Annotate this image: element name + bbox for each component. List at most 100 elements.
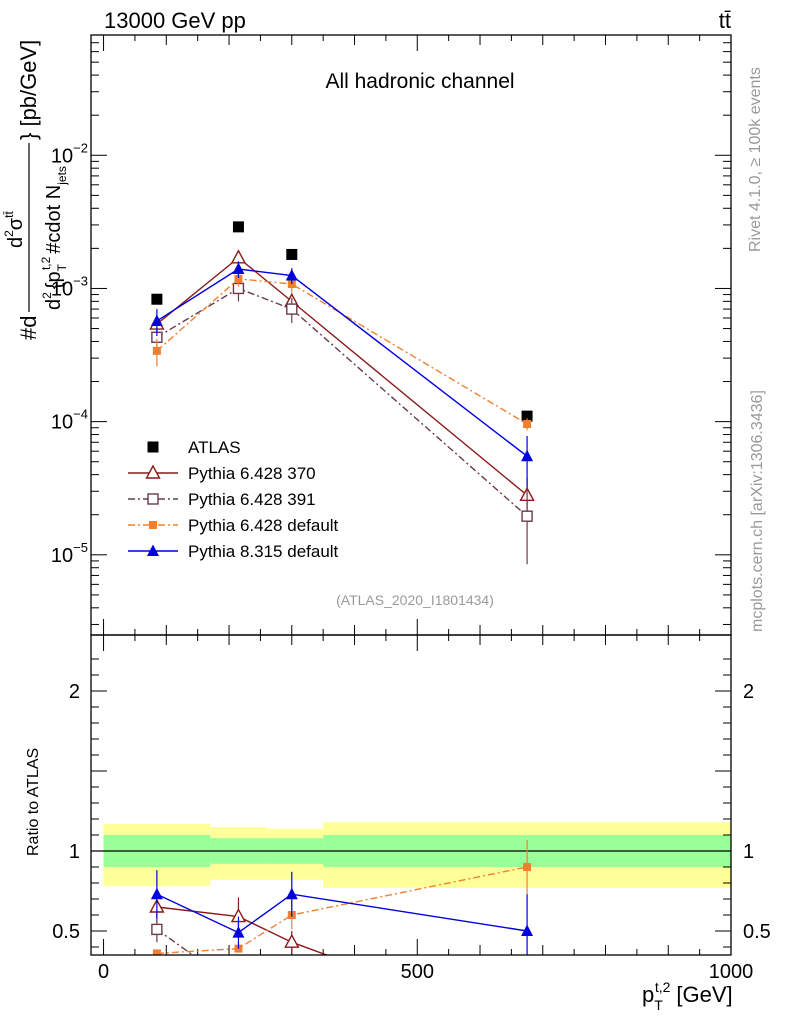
ratio-point-3-1 xyxy=(232,926,245,938)
legend-marker-3 xyxy=(149,521,157,529)
main-line-3 xyxy=(156,278,528,425)
legend: ATLAS Pythia 6.428 370 Pythia 6.428 391 Pyt… xyxy=(128,438,339,561)
process-label: tt̄ xyxy=(719,8,731,33)
legend-label-0: ATLAS xyxy=(188,438,241,457)
ratio-frame xyxy=(90,634,732,956)
main-line-2 xyxy=(156,287,528,517)
ratio-point-3-0 xyxy=(150,887,163,900)
main-point-4-1 xyxy=(232,262,245,274)
main-line-4 xyxy=(156,268,528,457)
legend-label-2: Pythia 6.428 391 xyxy=(188,490,316,509)
main-y-label: #d d2σtt̄ d2{pTt,2#cdot Njets } [pb/GeV] xyxy=(2,40,69,340)
analysis-tag: (ATLAS_2020_I1801434) xyxy=(336,592,494,608)
svg-text:} [pb/GeV]: } [pb/GeV] xyxy=(16,40,41,140)
ylabel-denominator: d xyxy=(43,299,65,310)
svg-text:d2σtt̄: d2σtt̄ xyxy=(2,211,27,248)
ratio-point-2-3 xyxy=(523,863,532,871)
main-point-0-2 xyxy=(286,248,298,260)
xlabel-sub: T xyxy=(654,997,663,1013)
ratio-series-0 xyxy=(149,891,329,955)
svg-text:pTt,2[GeV]: pTt,2 [GeV] xyxy=(642,979,733,1013)
axes-layer: 10−5 10−4 10−3 10−2 0.5 0.5 1 1 2 2 0 500 1000 xyxy=(51,34,771,983)
legend-item-2: Pythia 6.428 391 xyxy=(128,490,316,509)
ylabel-brace-open: {p xyxy=(43,271,65,289)
xlabel-unit: [GeV] xyxy=(676,982,732,1007)
ratio-y-tick-left-0: 0.5 xyxy=(52,921,80,943)
x-tick-label-0: 0 xyxy=(98,961,109,983)
svg-text:d2{pTt,2#cdot Njets: d2 {pTt,2 #cdot Njets xyxy=(39,166,69,310)
main-point-0-3 xyxy=(521,410,533,422)
main-point-3-0 xyxy=(152,346,161,355)
legend-item-3: Pythia 6.428 default xyxy=(128,516,339,535)
main-y-tick-label-1: 10−4 xyxy=(51,407,88,434)
x-axis-label: pTt,2 [GeV] xyxy=(642,979,733,1013)
x-tick-label-2: 1000 xyxy=(709,961,754,983)
main-point-4-2 xyxy=(285,269,298,281)
ratio-y-tick-right-1: 1 xyxy=(743,841,754,863)
main-point-3-3 xyxy=(523,419,532,428)
main-series-3 xyxy=(152,271,532,431)
main-point-4-0 xyxy=(150,314,163,326)
main-y-tick-label-2: 10−3 xyxy=(51,273,88,300)
legend-marker-0 xyxy=(147,441,159,453)
ylabel-pt-sup: t,2 xyxy=(39,256,53,270)
ratio-point-3-2 xyxy=(285,887,298,900)
ratio-y-label: Ratio to ATLAS xyxy=(25,748,42,856)
ylabel-sigma: σ xyxy=(5,217,27,230)
ratio-point-0-2 xyxy=(284,933,300,948)
legend-label-4: Pythia 8.315 default xyxy=(188,542,339,561)
legend-item-0: ATLAS xyxy=(147,438,241,457)
ratio-y-tick-left-1: 1 xyxy=(69,841,80,863)
legend-marker-4 xyxy=(147,544,159,556)
ylabel-sigma-sup: tt̄ xyxy=(2,211,16,218)
legend-item-4: Pythia 8.315 default xyxy=(128,542,339,561)
legend-marker-1 xyxy=(145,464,161,479)
ylabel-prefix: #d xyxy=(16,316,41,340)
ratio-y-tick-right-0: 0.5 xyxy=(743,921,771,943)
main-point-3-1 xyxy=(234,274,243,283)
rivet-version-label: Rivet 4.1.0, ≥ 100k events xyxy=(747,67,764,252)
energy-label: 13000 GeV pp xyxy=(104,8,246,33)
main-series-0 xyxy=(151,221,533,422)
ylabel-pt-sub: T xyxy=(55,263,69,271)
x-tick-label-1: 500 xyxy=(401,961,434,983)
ylabel-brace-close: } [pb/GeV] xyxy=(16,40,41,140)
ylabel-jets-sub: jets xyxy=(55,166,69,186)
main-frame xyxy=(90,34,732,636)
main-point-2-3 xyxy=(521,510,533,522)
ratio-y-tick-left-2: 2 xyxy=(69,681,80,703)
main-series-4 xyxy=(150,261,534,488)
main-y-tick-label-3: 10−2 xyxy=(51,140,88,167)
ylabel-numerator-exp: 2 xyxy=(2,230,16,237)
ylabel-cdot: #cdot N xyxy=(43,185,65,254)
main-title: All hadronic channel xyxy=(325,70,514,93)
ratio-point-1-0 xyxy=(151,923,163,936)
legend-item-1: Pythia 6.428 370 xyxy=(128,464,316,483)
svg-text:#d: #d xyxy=(16,316,41,340)
ratio-bands xyxy=(91,822,731,888)
ratio-y-tick-right-2: 2 xyxy=(743,681,754,703)
ratio-line-0 xyxy=(156,906,329,955)
main-y-tick-label-0: 10−5 xyxy=(51,540,88,567)
legend-marker-2 xyxy=(147,493,159,505)
xlabel-sup: t,2 xyxy=(655,979,671,995)
ratio-point-2-0 xyxy=(152,949,161,955)
ratio-line-3 xyxy=(156,893,528,934)
legend-label-3: Pythia 6.428 default xyxy=(188,516,339,535)
main-point-4-3 xyxy=(521,449,534,462)
mcplots-label: mcplots.cern.ch [arXiv:1306.3436] xyxy=(749,390,766,632)
ylabel-denominator-exp: 2 xyxy=(40,292,54,299)
main-point-0-0 xyxy=(151,293,163,305)
main-point-1-1 xyxy=(230,249,247,264)
ratio-point-3-3 xyxy=(521,924,534,936)
xlabel-main: p xyxy=(642,982,654,1007)
ratio-line-1 xyxy=(156,928,194,955)
legend-label-1: Pythia 6.428 370 xyxy=(188,464,316,483)
ylabel-numerator: d xyxy=(5,237,27,248)
main-point-2-2 xyxy=(286,303,298,315)
main-point-0-1 xyxy=(232,221,244,233)
ratio-series-3 xyxy=(150,870,534,955)
ratio-series-1 xyxy=(151,916,194,955)
main-line-1 xyxy=(156,256,528,496)
